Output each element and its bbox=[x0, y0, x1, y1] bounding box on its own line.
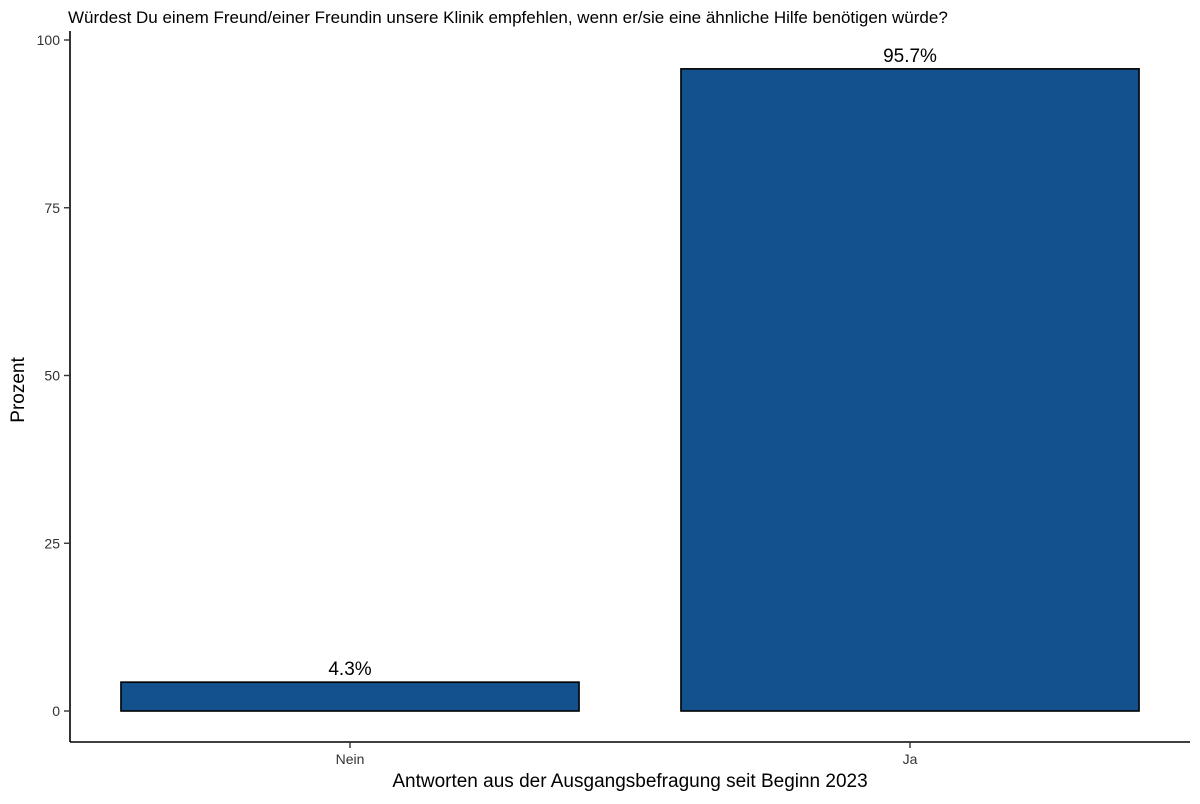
data-label-nein: 4.3% bbox=[328, 659, 371, 680]
y-tick-label: 100 bbox=[37, 32, 61, 48]
chart-title: Würdest Du einem Freund/einer Freundin u… bbox=[68, 8, 948, 27]
y-tick-label: 50 bbox=[44, 368, 60, 384]
y-tick-label: 25 bbox=[44, 535, 60, 551]
y-axis-ticks: 0 25 50 75 100 bbox=[37, 32, 70, 719]
y-tick-label: 0 bbox=[52, 703, 60, 719]
x-tick-label: Nein bbox=[336, 751, 365, 767]
data-label-ja: 95.7% bbox=[883, 46, 937, 67]
bars: 4.3% 95.7% bbox=[120, 46, 1140, 712]
x-tick-label: Ja bbox=[903, 751, 918, 767]
y-tick-label: 75 bbox=[44, 200, 60, 216]
y-axis-title: Prozent bbox=[8, 357, 29, 423]
x-axis-ticks: Nein Ja bbox=[336, 742, 918, 767]
bar-nein bbox=[120, 681, 580, 712]
x-axis-title: Antworten aus der Ausgangsbefragung seit… bbox=[392, 771, 867, 792]
bar-ja bbox=[680, 68, 1140, 712]
